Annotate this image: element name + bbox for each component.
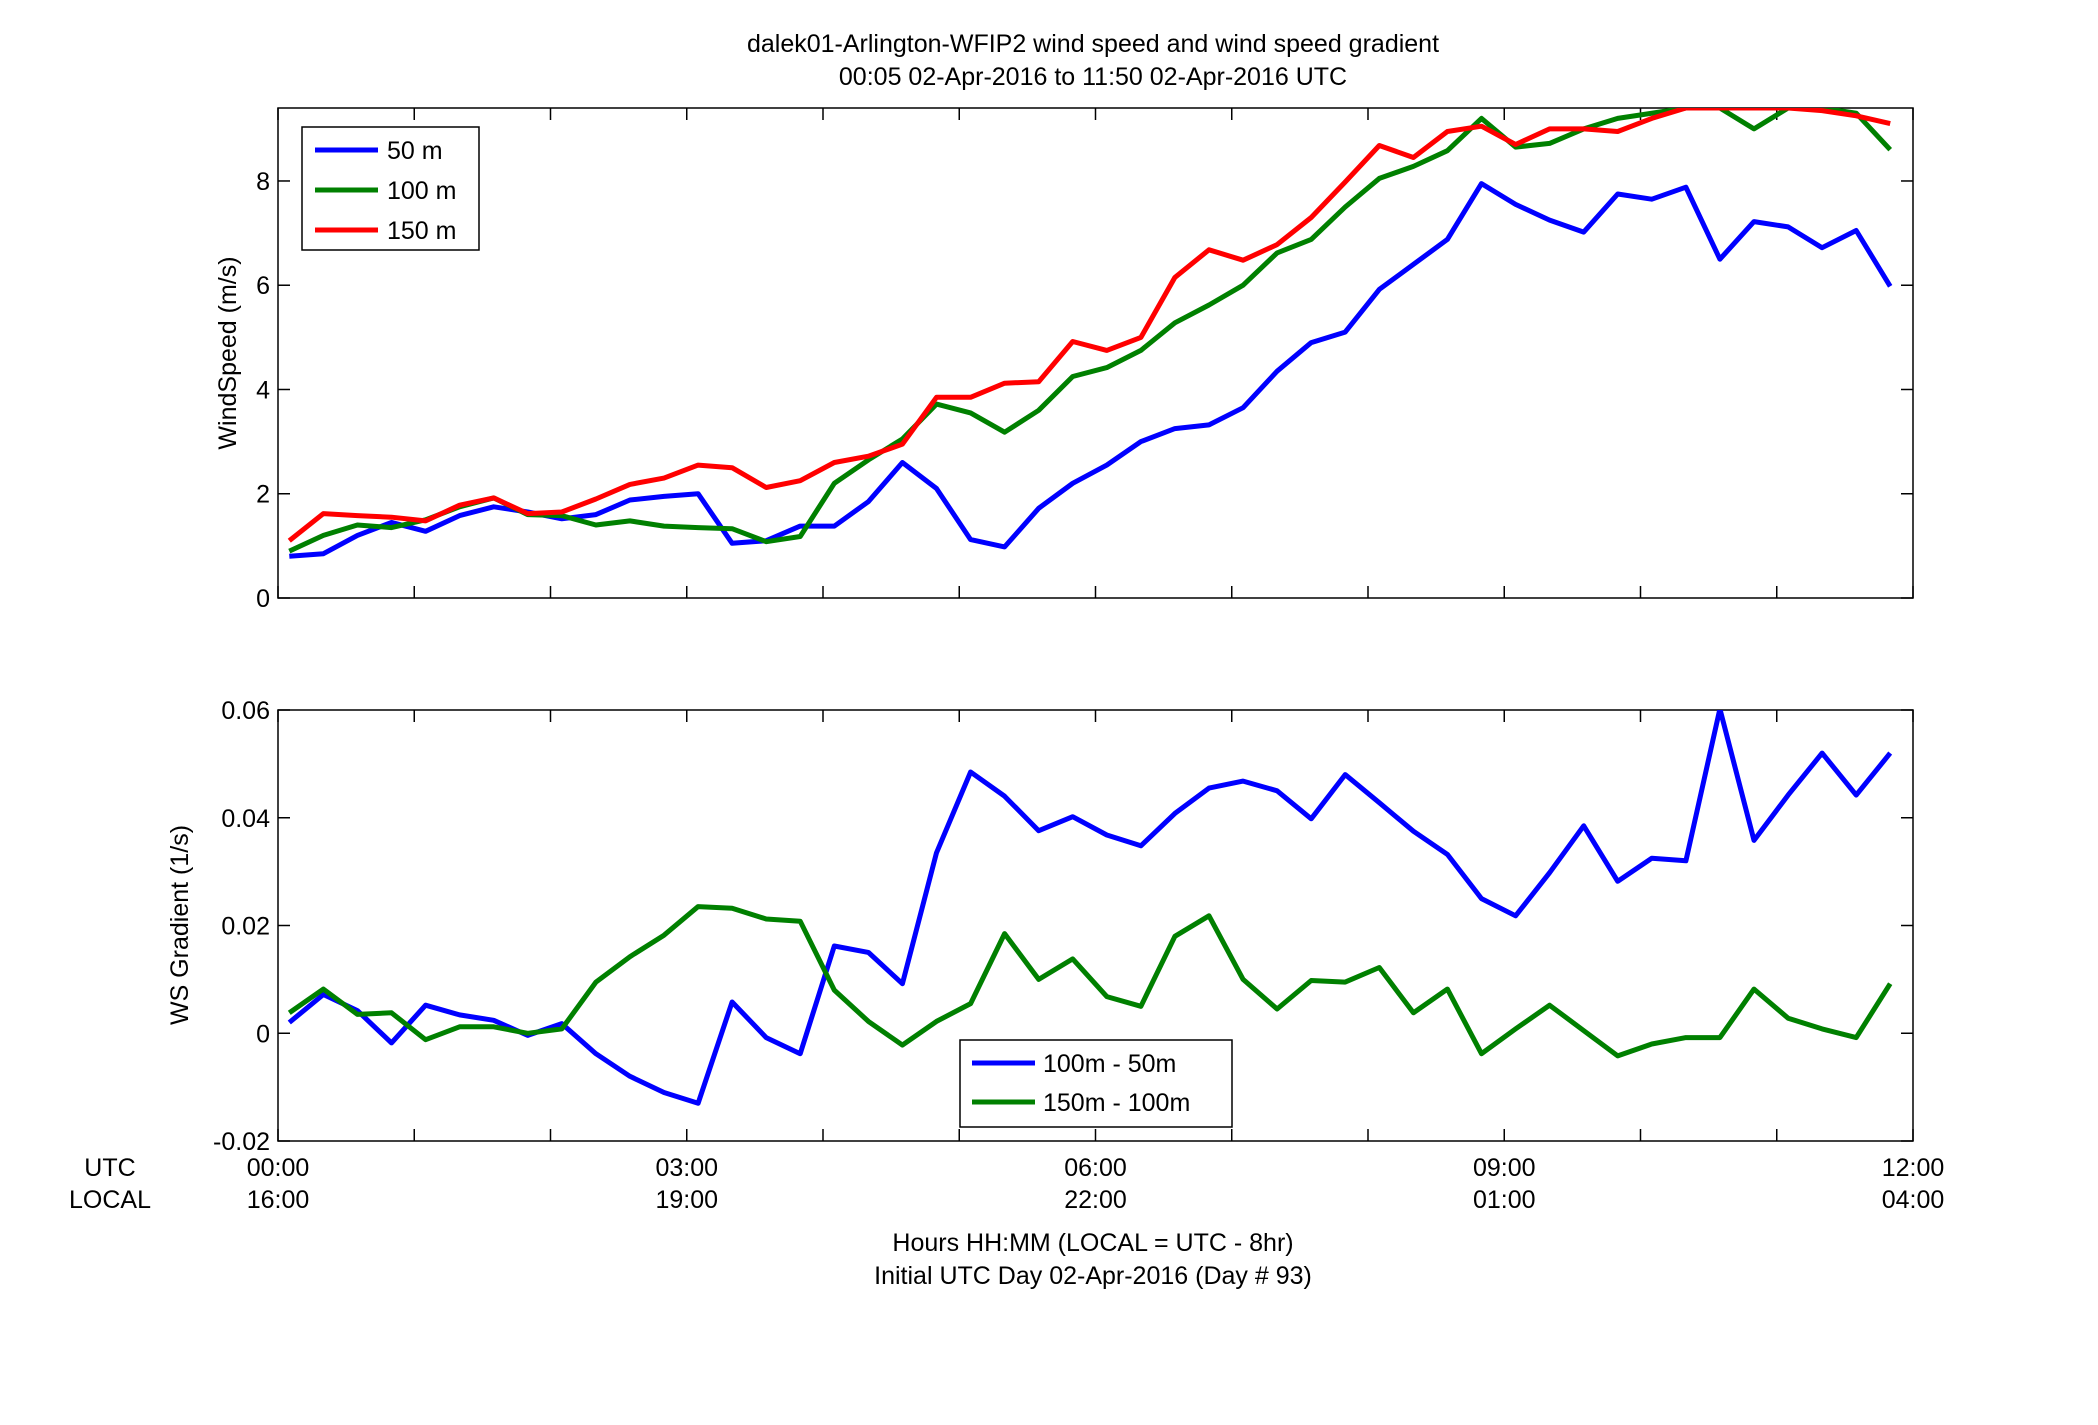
wind-speed-panel: 0 2 4 6 8 WindSpeed (m/s) 50 m 100 m 150 m [214, 107, 1914, 613]
x-axis-label: Hours HH:MM (LOCAL = UTC - 8hr) [892, 1229, 1293, 1257]
y-tick-label: -0.02 [213, 1128, 270, 1156]
y-tick-label: 0 [256, 585, 270, 613]
legend-label-50m: 50 m [387, 137, 443, 165]
y-tick-label: 0 [256, 1020, 270, 1048]
wind-speed-series [287, 108, 1893, 559]
x-tick-label-utc: 03:00 [655, 1154, 718, 1182]
x-tick-label-local: 22:00 [1064, 1186, 1127, 1214]
y-tick-label: 8 [256, 168, 270, 196]
x-axis-sublabel: Initial UTC Day 02-Apr-2016 (Day # 93) [874, 1262, 1312, 1290]
wind-speed-legend: 50 m 100 m 150 m [301, 126, 480, 251]
x-tick-label-local: 19:00 [655, 1186, 718, 1214]
x-tick-labels: 00:00 16:00 03:00 19:00 06:00 22:00 09:00 01:00… [247, 1154, 1945, 1214]
x-tick-label-utc: 00:00 [247, 1154, 310, 1182]
legend-label-100m: 100 m [387, 177, 456, 205]
y-tick-label: 6 [256, 272, 270, 300]
series-line-150-m [287, 108, 1891, 543]
gradient-series [287, 710, 1893, 1106]
local-row-label: LOCAL [69, 1186, 151, 1214]
y-tick-label: 0.02 [221, 913, 270, 941]
gradient-panel: -0.02 0 0.02 0.04 0.06 WS Gradient (1/s) 100… [166, 697, 1914, 1156]
legend-label-150m-100m: 150m - 100m [1043, 1089, 1190, 1117]
utc-row-label: UTC [84, 1154, 135, 1182]
legend-label-150m: 150 m [387, 217, 456, 245]
x-tick-label-utc: 12:00 [1882, 1154, 1945, 1182]
chart-title: dalek01-Arlington-WFIP2 wind speed and w… [747, 30, 1439, 58]
y-tick-label: 0.04 [221, 805, 270, 833]
gradient-legend: 100m - 50m 150m - 100m [959, 1039, 1233, 1128]
y-tick-label: 2 [256, 481, 270, 509]
wind-speed-ylabel: WindSpeed (m/s) [214, 256, 242, 449]
gradient-ticks: -0.02 0 0.02 0.04 0.06 [213, 697, 1914, 1156]
y-tick-label: 4 [256, 376, 270, 404]
series-line-150m-100m [287, 904, 1893, 1059]
wind-speed-ticks: 0 2 4 6 8 [256, 108, 1914, 613]
chart-subtitle: 00:05 02-Apr-2016 to 11:50 02-Apr-2016 U… [839, 63, 1347, 91]
x-tick-label-utc: 09:00 [1473, 1154, 1536, 1182]
legend-label-100m-50m: 100m - 50m [1043, 1050, 1176, 1078]
wind-speed-plot-area [277, 107, 1914, 599]
y-tick-label: 0.06 [221, 697, 270, 725]
series-line-100-m [288, 108, 1893, 554]
x-tick-label-local: 01:00 [1473, 1186, 1536, 1214]
x-tick-label-local: 16:00 [247, 1186, 310, 1214]
x-tick-label-utc: 06:00 [1064, 1154, 1127, 1182]
series-line-100m-50m [287, 710, 1893, 1106]
gradient-legend-box [959, 1039, 1233, 1128]
x-tick-label-local: 04:00 [1882, 1186, 1945, 1214]
gradient-ylabel: WS Gradient (1/s) [166, 825, 194, 1025]
